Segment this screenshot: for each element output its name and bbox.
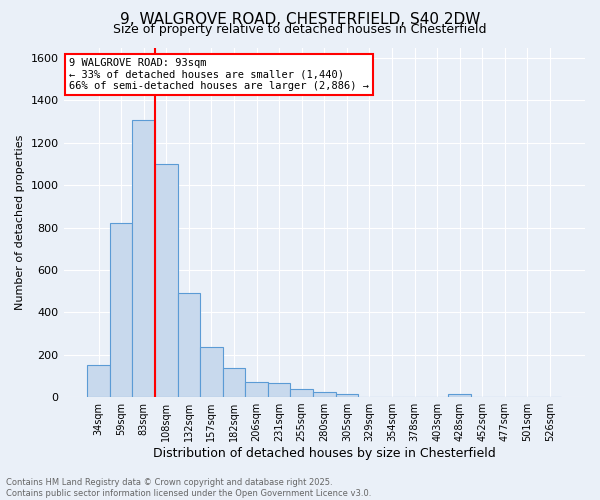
Text: Size of property relative to detached houses in Chesterfield: Size of property relative to detached ho…: [113, 22, 487, 36]
Bar: [223, 368, 245, 397]
Text: 9 WALGROVE ROAD: 93sqm
← 33% of detached houses are smaller (1,440)
66% of semi-: 9 WALGROVE ROAD: 93sqm ← 33% of detached…: [69, 58, 369, 91]
Bar: [245, 382, 268, 397]
Text: 9, WALGROVE ROAD, CHESTERFIELD, S40 2DW: 9, WALGROVE ROAD, CHESTERFIELD, S40 2DW: [120, 12, 480, 28]
Bar: [448, 394, 471, 397]
X-axis label: Distribution of detached houses by size in Chesterfield: Distribution of detached houses by size …: [153, 447, 496, 460]
Bar: [133, 120, 155, 397]
Bar: [335, 394, 358, 397]
Bar: [110, 224, 133, 397]
Bar: [313, 392, 335, 397]
Text: Contains HM Land Registry data © Crown copyright and database right 2025.
Contai: Contains HM Land Registry data © Crown c…: [6, 478, 371, 498]
Bar: [87, 366, 110, 397]
Bar: [200, 348, 223, 397]
Y-axis label: Number of detached properties: Number of detached properties: [15, 134, 25, 310]
Bar: [155, 164, 178, 397]
Bar: [268, 382, 290, 397]
Bar: [290, 389, 313, 397]
Bar: [178, 294, 200, 397]
